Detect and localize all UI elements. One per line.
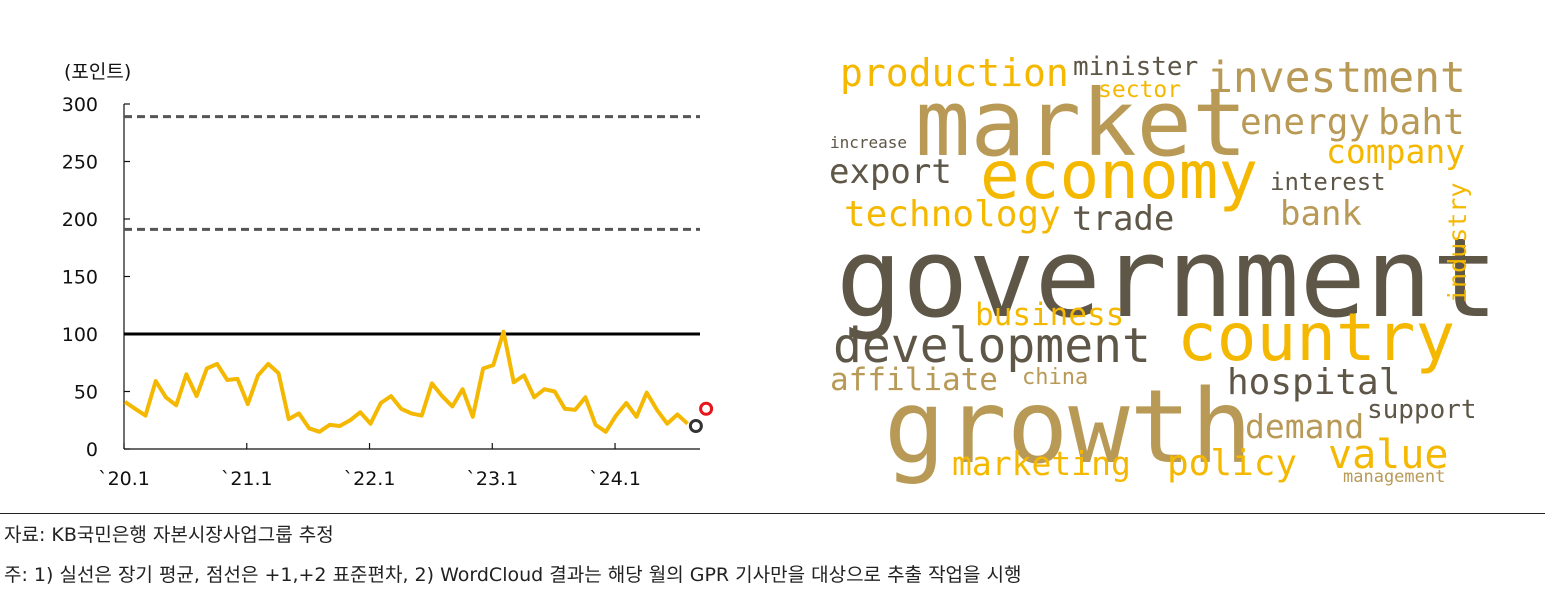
marker-layer	[688, 401, 714, 433]
cloud-word-export: export	[829, 152, 952, 192]
cloud-word-demand: demand	[1245, 407, 1364, 446]
y-axis-label: (포인트)	[64, 61, 131, 83]
cloud-word-baht: baht	[1378, 102, 1465, 143]
y-axis: 0 50 100 150 200 250 300	[62, 94, 130, 461]
cloud-word-energy: energy	[1240, 102, 1370, 143]
y-tick-label: 200	[62, 209, 98, 231]
footnote-divider	[0, 513, 1545, 514]
cloud-word-policy: policy	[1167, 443, 1297, 484]
cloud-word-development: development	[833, 318, 1151, 374]
footnote: 주: 1) 실선은 장기 평균, 점선은 +1,+2 표준편차, 2) Word…	[4, 564, 1022, 586]
cloud-word-growth: growth	[884, 368, 1252, 487]
gpr-series-line	[123, 329, 689, 434]
y-tick-label: 100	[62, 324, 98, 346]
cloud-word-china: china	[1022, 365, 1088, 390]
y-tick-label: 150	[62, 267, 98, 289]
y-tick-label: 0	[86, 439, 98, 461]
x-tick-label: `22.1	[344, 468, 396, 490]
reference-lines	[124, 115, 700, 336]
cloud-word-hospital: hospital	[1227, 362, 1400, 403]
cloud-word-industry: industry	[1443, 183, 1472, 303]
cloud-word-value: value	[1328, 432, 1448, 478]
gpr-line-chart: (포인트) 0 50 100 150 200 250 300 `20.1 `21.1 `22.1…	[62, 61, 714, 490]
cloud-word-management: management	[1343, 467, 1445, 487]
source-note: 자료: KB국민은행 자본시장사업그룹 추정	[4, 524, 334, 546]
x-tick-label: `21.1	[221, 468, 273, 490]
y-tick-label: 50	[74, 382, 98, 404]
x-tick-label: `23.1	[466, 468, 518, 490]
cloud-word-market: market	[915, 70, 1247, 177]
x-tick-label: `20.1	[98, 468, 150, 490]
cloud-word-support: support	[1367, 395, 1477, 425]
series-layer	[123, 329, 689, 434]
marker-dark	[688, 419, 703, 433]
cloud-word-business: business	[975, 297, 1124, 333]
cloud-word-marketing: marketing	[952, 444, 1131, 483]
cloud-word-sector: sector	[1098, 77, 1181, 103]
marker-red	[699, 401, 714, 416]
cloud-word-technology: technology	[844, 194, 1061, 235]
cloud-word-economy: economy	[980, 137, 1258, 214]
x-tick-label: `24.1	[589, 468, 641, 490]
cloud-word-bank: bank	[1280, 194, 1362, 234]
x-axis: `20.1 `21.1 `22.1 `23.1 `24.1	[98, 443, 700, 490]
cloud-word-trade: trade	[1072, 199, 1174, 239]
y-tick-label: 300	[62, 94, 98, 116]
cloud-word-interest: interest	[1270, 168, 1386, 196]
cloud-word-affiliate: affiliate	[830, 362, 998, 398]
y-tick-label: 250	[62, 152, 98, 174]
cloud-word-production: production	[840, 51, 1069, 95]
cloud-word-government: government	[836, 214, 1498, 342]
cloud-word-increase: increase	[830, 133, 907, 152]
cloud-word-minister: minister	[1073, 52, 1198, 82]
cloud-word-investment: investment	[1207, 53, 1466, 103]
cloud-word-company: company	[1326, 132, 1465, 171]
cloud-word-country: country	[1177, 299, 1455, 376]
